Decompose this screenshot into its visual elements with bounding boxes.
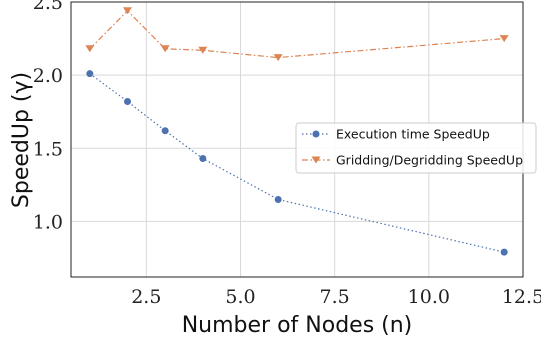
data-point-execution	[199, 155, 207, 163]
legend-box	[295, 122, 537, 174]
y-tick-label: 2.5	[33, 0, 63, 14]
data-point-execution	[86, 70, 94, 78]
data-point-gridding	[499, 35, 509, 43]
legend-marker-execution	[312, 130, 320, 138]
series-layer	[85, 7, 509, 256]
data-point-execution	[274, 195, 282, 203]
y-axis-label: SpeedUp (γ)	[9, 72, 34, 208]
legend: Execution time SpeedUp Gridding/Degriddi…	[295, 122, 537, 174]
x-tick-label: 2.5	[131, 286, 161, 308]
legend-label-execution: Execution time SpeedUp	[336, 127, 490, 142]
data-point-gridding	[198, 46, 208, 54]
data-point-gridding	[123, 7, 132, 15]
x-tick-label: 10.0	[408, 286, 450, 308]
data-point-execution	[124, 97, 131, 105]
x-tick-label: 7.5	[320, 286, 350, 308]
y-tick-label: 2.0	[33, 65, 63, 87]
data-point-gridding	[273, 54, 283, 62]
tick-labels: 2.5 5.0 7.5 10.0 12.5 1.0 1.5 2.0 2.5	[33, 0, 541, 308]
legend-label-gridding: Gridding/Degridding SpeedUp	[336, 153, 523, 168]
x-tick-label: 12.5	[502, 286, 541, 308]
x-tick-label: 5.0	[225, 286, 255, 308]
data-point-execution	[500, 248, 508, 256]
legend-marker-gridding	[311, 156, 321, 164]
y-tick-label: 1.0	[33, 211, 63, 233]
data-point-gridding	[85, 45, 95, 53]
y-tick-label: 1.5	[33, 138, 63, 160]
data-point-execution	[161, 127, 169, 135]
series-line-1	[89, 9, 505, 59]
data-point-gridding	[160, 45, 170, 53]
x-axis-label: Number of Nodes (n)	[182, 313, 413, 338]
